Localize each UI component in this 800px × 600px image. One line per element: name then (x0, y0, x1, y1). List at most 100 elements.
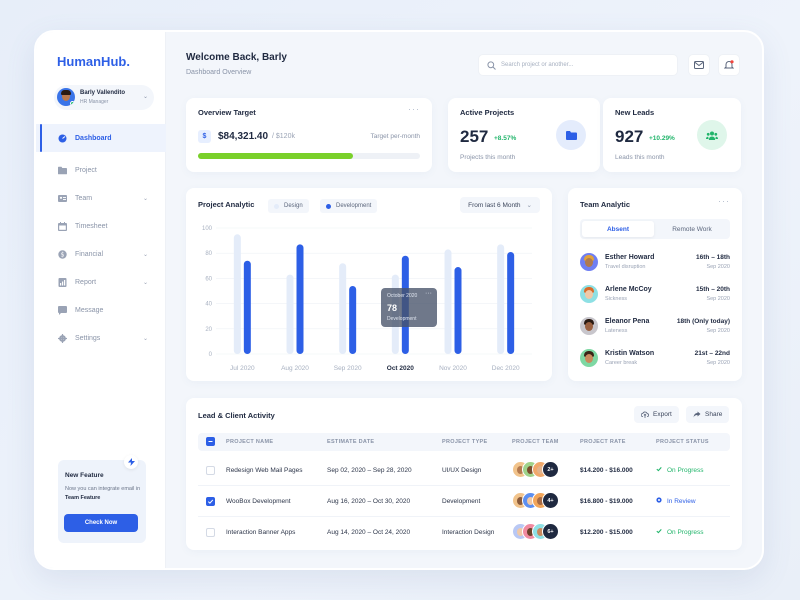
avatar (580, 317, 598, 335)
table-row[interactable]: Redesign Web Mail Pages Sep 02, 2020 – Se… (198, 455, 730, 486)
sidebar-item-message[interactable]: Message (36, 296, 166, 324)
bar-design-dec-2020[interactable] (497, 244, 505, 354)
legend-development[interactable]: Development (320, 199, 378, 213)
bar-design-sep-2020[interactable] (339, 263, 347, 354)
mail-button[interactable] (688, 54, 710, 76)
bar-development-sep-2020[interactable] (349, 285, 357, 354)
sidebar-item-dashboard[interactable]: Dashboard (36, 124, 166, 152)
tooltip-value: 78 (387, 303, 398, 313)
column-header[interactable]: ESTIMATE DATE (327, 439, 375, 445)
sidebar-item-timesheet[interactable]: Timesheet (36, 212, 166, 240)
absence-reason: Sickness (605, 296, 628, 302)
project-analytic-card: Project Analytic Design Development From… (186, 188, 552, 381)
bar-development-jul-2020[interactable] (243, 260, 251, 354)
legend-swatch (326, 203, 331, 209)
sidebar-item-settings[interactable]: Settings ⌄ (36, 324, 166, 352)
lightning-icon (124, 455, 138, 469)
chevron-down-icon: ⌄ (142, 94, 148, 100)
table-row[interactable]: WooBox Development Aug 16, 2020 – Oct 30,… (198, 486, 730, 517)
export-button[interactable]: Export (634, 406, 679, 423)
target-progress-bar (198, 153, 420, 159)
tab-remote-work[interactable]: Remote Work (672, 225, 712, 233)
team-member-row[interactable]: Esther Howard Travel disruption 16th – 18t… (580, 252, 730, 278)
sidebar-item-report[interactable]: Report ⌄ (36, 268, 166, 296)
x-tick-label: Sep 2020 (334, 365, 362, 372)
tab-absent[interactable]: Absent (582, 221, 654, 237)
team-more-count: 4+ (542, 492, 559, 509)
app-window: HumanHub. Barly Vallendito HR Manager ⌄ … (34, 30, 764, 570)
avatar (580, 285, 598, 303)
sidebar-item-label: Financial (75, 250, 104, 258)
tooltip-label: Development (387, 316, 417, 322)
folder-icon (58, 166, 67, 175)
sidebar-item-label: Dashboard (75, 134, 112, 142)
check-icon (656, 528, 662, 536)
sidebar-item-label: Message (75, 306, 104, 314)
absence-reason: Career break (605, 360, 638, 366)
row-checkbox[interactable] (206, 528, 215, 537)
target-label: Target per-month (370, 133, 421, 140)
project-type: Interaction Design (442, 529, 495, 536)
legend-design[interactable]: Design (268, 199, 309, 213)
team-member-row[interactable]: Kristin Watson Career break 21st – 22nd Sep… (580, 348, 730, 374)
legend-swatch (274, 203, 279, 209)
column-header[interactable]: PROJECT STATUS (656, 439, 709, 445)
more-icon[interactable]: ··· (718, 196, 730, 206)
card-title: Active Projects (460, 108, 515, 117)
project-name[interactable]: Redesign Web Mail Pages (226, 467, 303, 474)
active-projects-card: Active Projects 257 +8.57% Projects this… (448, 98, 600, 172)
sidebar-item-project[interactable]: Project (36, 156, 166, 184)
search-input[interactable]: Search project or another... (478, 54, 678, 76)
status-label: On Progress (667, 466, 704, 474)
team-analytic-card: Team Analytic ··· Absent Remote Work Est… (568, 188, 742, 381)
table-row[interactable]: Interaction Banner Apps Aug 14, 2020 – Oc… (198, 517, 730, 548)
absence-month: Sep 2020 (706, 328, 730, 334)
row-checkbox[interactable] (206, 466, 215, 475)
stat-caption: Projects this month (460, 154, 516, 161)
project-name[interactable]: WooBox Development (226, 498, 291, 505)
app-logo[interactable]: HumanHub. (57, 54, 130, 69)
sidebar-nav: Dashboard Project Team ⌄ Timesheet $ Financial… (36, 124, 166, 352)
export-label: Export (653, 411, 672, 418)
profile-switcher[interactable]: Barly Vallendito HR Manager ⌄ (54, 85, 154, 110)
bar-development-dec-2020[interactable] (507, 251, 515, 354)
column-header[interactable]: PROJECT TEAM (512, 439, 559, 445)
bar-design-nov-2020[interactable] (444, 249, 452, 354)
card-title: Overview Target (198, 108, 256, 117)
bell-icon (724, 60, 734, 69)
column-header[interactable]: PROJECT RATE (580, 439, 626, 445)
card-title: New Leads (615, 108, 655, 117)
avatar (57, 88, 75, 106)
more-icon[interactable]: ··· (408, 104, 420, 114)
dashboard-icon (58, 134, 67, 143)
bar-design-aug-2020[interactable] (286, 274, 294, 354)
sidebar-item-label: Team (75, 194, 93, 202)
range-select[interactable]: From last 6 Month ⌄ (460, 197, 540, 213)
sidebar-item-team[interactable]: Team ⌄ (36, 184, 166, 212)
more-icon: ··· (425, 290, 432, 297)
column-header[interactable]: PROJECT TYPE (442, 439, 488, 445)
share-button[interactable]: Share (686, 406, 730, 423)
notification-button[interactable] (718, 54, 740, 76)
legend-label: Development (336, 203, 372, 209)
bar-development-nov-2020[interactable] (454, 267, 462, 354)
page-title: Welcome Back, Barly (186, 52, 287, 63)
check-now-button[interactable]: Check Now (64, 514, 138, 532)
sidebar-item-financial[interactable]: $ Financial ⌄ (36, 240, 166, 268)
chevron-down-icon: ⌄ (142, 279, 148, 286)
team-member-row[interactable]: Eleanor Pena Lateness 18th (Only today) Sep… (580, 316, 730, 342)
select-all-checkbox[interactable] (206, 437, 215, 446)
bar-design-jul-2020[interactable] (233, 234, 241, 354)
status-badge: On Progress (656, 466, 704, 474)
bar-development-aug-2020[interactable] (296, 244, 304, 354)
row-checkbox[interactable] (206, 497, 215, 506)
member-name: Eleanor Pena (605, 318, 650, 325)
column-header[interactable]: PROJECT NAME (226, 439, 274, 445)
team-member-row[interactable]: Arlene McCoy Sickness 15th – 20th Sep 2020 (580, 284, 730, 310)
card-title: Team Analytic (580, 200, 631, 209)
project-name[interactable]: Interaction Banner Apps (226, 529, 296, 536)
x-tick-label: Dec 2020 (492, 365, 520, 372)
absence-dates: 21st – 22nd (694, 350, 730, 357)
activity-card: Lead & Client Activity Export Share PROJ… (186, 398, 742, 550)
stat-caption: Leads this month (615, 154, 665, 161)
